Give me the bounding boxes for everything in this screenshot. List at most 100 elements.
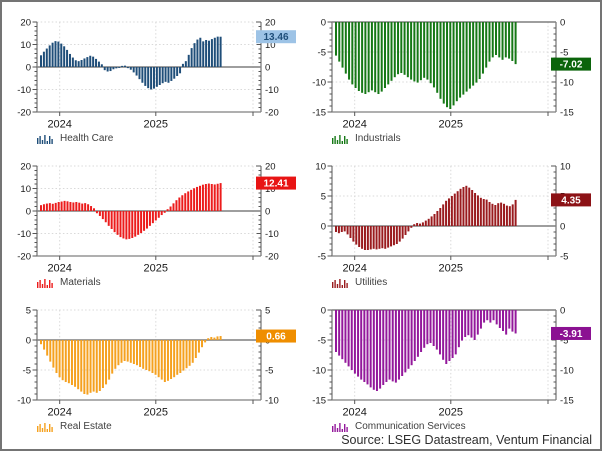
value-badge [551,193,591,207]
legend-bars-icon [332,135,348,144]
svg-text:2025: 2025 [144,119,168,131]
x-axis-labels: 2024 2025 [342,407,463,419]
svg-text:-20: -20 [17,107,31,118]
legend-industrials: Industrials [332,134,597,144]
svg-text:5: 5 [26,305,31,316]
svg-text:-10: -10 [312,365,326,376]
svg-text:0: 0 [26,62,31,73]
legend-label: Materials [60,277,101,288]
svg-text:-5: -5 [265,365,273,376]
legend-label: Real Estate [60,421,112,432]
svg-text:-20: -20 [17,251,31,262]
legend-materials: Materials [37,278,302,288]
y-axis-left-labels: 20 10 0 -10 -20 [17,17,31,118]
svg-text:2024: 2024 [342,119,366,131]
legend-health-care: Health Care [37,134,302,144]
legend-bars-icon [37,279,53,288]
x-axis [37,111,261,116]
svg-text:5: 5 [321,191,326,202]
chart-panel-industrials: 0 -5 -10 -15 0 -5 -10 -15 2024 2025 -7.02 Industri… [302,14,597,158]
x-axis [37,255,261,260]
y-axis-left [32,165,38,257]
bars [40,336,222,395]
legend-label: Communication Services [355,421,466,432]
svg-text:2025: 2025 [439,119,463,131]
legend-real-estate: Real Estate [37,422,302,432]
svg-text:2024: 2024 [47,119,71,131]
y-axis-right-labels: 20 10 0 -10 -20 [265,17,279,118]
svg-text:-20: -20 [265,251,279,262]
x-axis [332,399,556,404]
value-badge-text: -3.91 [560,329,583,340]
chart-grid: 20 10 0 -10 -20 20 10 0 -10 -20 2024 2025 13.46 Heal… [7,14,597,446]
y-axis-right-labels: 0 -5 -10 -15 [560,305,574,406]
y-axis-left [32,309,38,401]
health-care-chart: 20 10 0 -10 -20 20 10 0 -10 -20 2024 2025 13.46 [17,17,296,131]
y-axis-left-labels: 10 5 0 -5 [315,161,326,262]
svg-text:0: 0 [265,62,270,73]
x-axis [332,255,556,260]
svg-text:2024: 2024 [47,263,71,275]
svg-text:10: 10 [20,184,31,195]
svg-text:-10: -10 [17,229,31,240]
svg-text:-15: -15 [312,395,326,406]
svg-text:20: 20 [265,17,276,28]
y-axis-right-labels: 50-5-10 [265,305,279,406]
chart-panel-communication-services: 0 -5 -10 -15 0 -5 -10 -15 2024 2025 -3.91 Communic… [302,302,597,446]
bars [335,185,517,250]
svg-text:2025: 2025 [144,263,168,275]
svg-text:0: 0 [265,206,270,217]
x-axis-labels: 2024 2025 [47,119,168,131]
svg-text:-15: -15 [560,395,574,406]
y-axis-left [327,309,333,401]
svg-text:-10: -10 [265,395,279,406]
svg-text:-10: -10 [265,229,279,240]
svg-text:0: 0 [26,335,31,346]
svg-text:0: 0 [560,305,565,316]
communication-services-chart: 0 -5 -10 -15 0 -5 -10 -15 2024 2025 -3.91 [312,305,591,419]
x-axis [37,399,261,404]
svg-text:-10: -10 [17,85,31,96]
svg-text:0: 0 [321,17,326,28]
svg-text:2024: 2024 [47,407,71,419]
value-badge [256,329,296,343]
svg-text:10: 10 [560,161,571,172]
value-badge [256,30,296,44]
industrials-chart: 0 -5 -10 -15 0 -5 -10 -15 2024 2025 -7.02 [312,17,591,131]
bars [40,183,222,240]
bars [335,22,517,109]
svg-text:-5: -5 [560,335,568,346]
svg-text:20: 20 [20,17,31,28]
bars [335,310,517,391]
svg-text:-5: -5 [23,365,31,376]
y-axis-left [327,165,333,257]
svg-text:-10: -10 [560,77,574,88]
chart-panel-health-care: 20 10 0 -10 -20 20 10 0 -10 -20 2024 2025 13.46 Heal… [7,14,302,158]
svg-text:2025: 2025 [439,263,463,275]
svg-text:10: 10 [20,40,31,51]
svg-text:0: 0 [321,221,326,232]
y-axis-left [327,21,333,113]
svg-text:2025: 2025 [144,407,168,419]
svg-text:-10: -10 [312,77,326,88]
value-badge [256,176,296,190]
legend-bars-icon [37,423,53,432]
value-badge-text: 13.46 [263,32,288,43]
y-axis-left-labels: 5 0 -5 -10 [17,305,31,406]
svg-text:-5: -5 [318,47,326,58]
y-axis-left-labels: 0 -5 -10 -15 [312,17,326,118]
svg-text:-5: -5 [318,335,326,346]
y-axis-right-labels: 0 -5 -10 -15 [560,17,574,118]
y-axis-left-labels: 0 -5 -10 -15 [312,305,326,406]
svg-text:2025: 2025 [439,407,463,419]
svg-text:2024: 2024 [342,407,366,419]
svg-text:-20: -20 [265,107,279,118]
